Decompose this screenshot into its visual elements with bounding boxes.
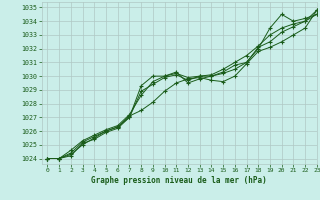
X-axis label: Graphe pression niveau de la mer (hPa): Graphe pression niveau de la mer (hPa) (91, 176, 267, 185)
